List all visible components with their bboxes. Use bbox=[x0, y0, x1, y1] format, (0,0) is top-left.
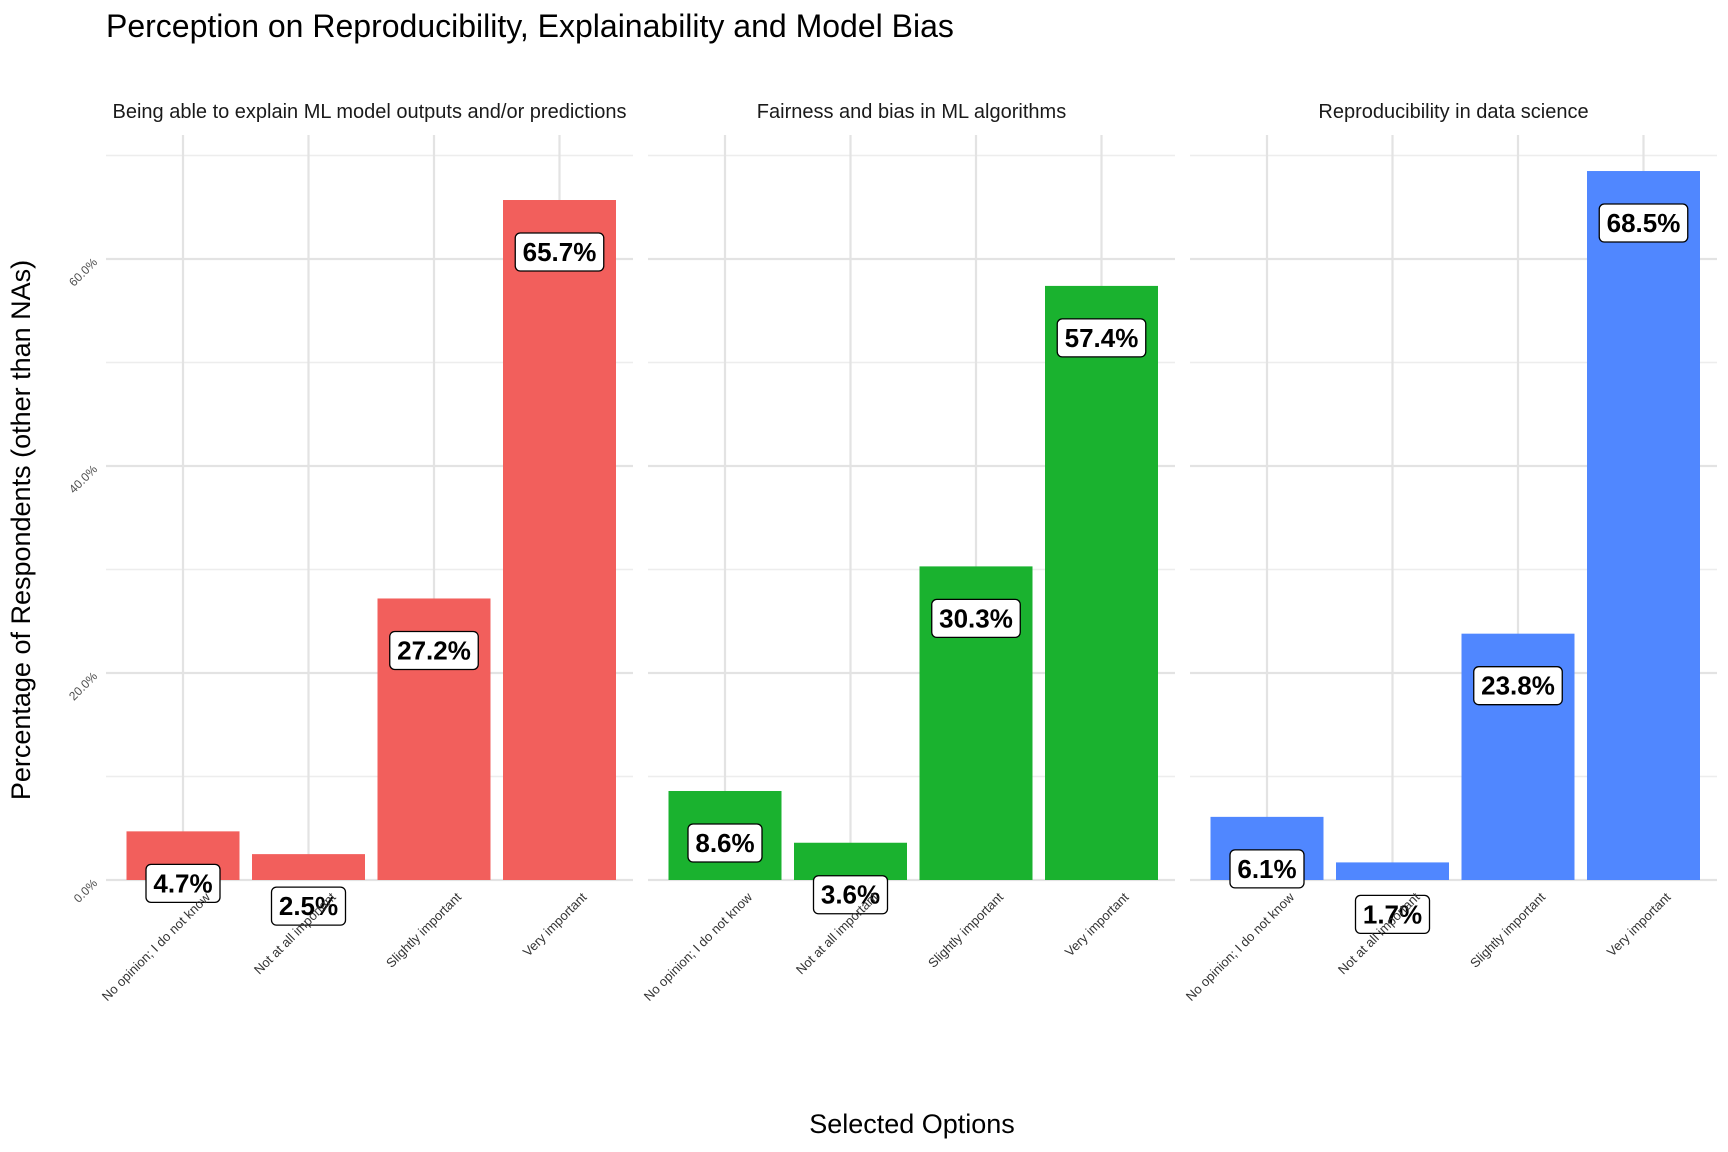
facet-1-bar-not-at-all-important bbox=[252, 854, 365, 880]
facet-1-data-label: 4.7% bbox=[153, 868, 212, 898]
facet-1-x-tick-label: Slightly important bbox=[383, 889, 464, 970]
facet-2-title: Fairness and bias in ML algorithms bbox=[757, 101, 1066, 123]
facet-3-data-label: 6.1% bbox=[1237, 854, 1296, 884]
bars-layer bbox=[126, 171, 1700, 880]
facet-2-x-tick-label: Slightly important bbox=[925, 889, 1006, 970]
facet-3-title: Reproducibility in data science bbox=[1318, 101, 1588, 123]
facet-1-data-label-box bbox=[389, 630, 479, 671]
facet-1-data-label: 2.5% bbox=[279, 891, 338, 921]
facet-2-data-label-box bbox=[931, 598, 1021, 639]
facet-3-data-label: 23.8% bbox=[1481, 671, 1555, 701]
facet-3-x-tick-label: No opinion; I do not know bbox=[1183, 889, 1298, 1004]
facet-2-data-label-box bbox=[1056, 318, 1147, 358]
x-axis-label: Selected Options bbox=[809, 1109, 1015, 1139]
y-tick-label: 20.0% bbox=[66, 669, 100, 703]
facet-1-data-label: 65.7% bbox=[523, 237, 597, 267]
facet-2-data-label: 3.6% bbox=[821, 880, 880, 910]
facet-3-data-label: 1.7% bbox=[1363, 899, 1422, 929]
facet-3-data-label-box bbox=[1354, 894, 1431, 935]
facet-1-data-label-box bbox=[514, 232, 605, 272]
facet-1-title: Being able to explain ML model outputs a… bbox=[112, 101, 626, 123]
facet-2-bar-not-at-all-important bbox=[794, 842, 907, 880]
facet-2-data-label: 57.4% bbox=[1065, 323, 1139, 353]
facet-2-x-tick-label: No opinion; I do not know bbox=[641, 889, 756, 1004]
data-labels-layer: 4.7% 2.5% 27.2% 65.7% 8.6% 3.6% 30.3% 57.4% 6.1%… bbox=[145, 203, 1689, 935]
facet-3-bar-not-at-all-important bbox=[1336, 862, 1449, 880]
facet-1-data-label-box bbox=[145, 863, 221, 904]
facet-1-bar-very-important bbox=[503, 200, 616, 880]
facet-1-title-group: Being able to explain ML model outputs a… bbox=[112, 101, 626, 123]
facet-2-x-tick-label: Very important bbox=[1062, 889, 1132, 959]
facet-3-data-label-box bbox=[1473, 666, 1563, 706]
facet-2-title-group: Fairness and bias in ML algorithms bbox=[757, 101, 1066, 123]
facet-3-data-label-box bbox=[1229, 849, 1305, 889]
facet-titles-layer: Being able to explain ML model outputs a… bbox=[112, 101, 1588, 123]
facet-3-data-label: 68.5% bbox=[1607, 208, 1681, 238]
y-tick-label: 0.0% bbox=[71, 876, 100, 905]
facet-2-data-label: 30.3% bbox=[939, 603, 1013, 633]
facet-1-x-tick-label: No opinion; I do not know bbox=[99, 889, 214, 1004]
facet-3-data-label-box bbox=[1598, 203, 1689, 243]
facet-3-x-tick-label: Slightly important bbox=[1467, 889, 1548, 970]
facet-1-x-tick-label: Very important bbox=[520, 889, 590, 959]
facet-3-bar-very-important bbox=[1587, 171, 1700, 880]
facet-2-data-label-box bbox=[687, 823, 763, 863]
facet-3-title-group: Reproducibility in data science bbox=[1318, 101, 1588, 123]
facet-1-data-label-box bbox=[270, 886, 347, 926]
facet-2-bar-very-important bbox=[1045, 285, 1158, 880]
chart-title: Perception on Reproducibility, Explainab… bbox=[106, 8, 954, 44]
facet-3-x-tick-label: Very important bbox=[1604, 889, 1674, 959]
facet-1-data-label: 27.2% bbox=[397, 635, 471, 665]
facet-2-data-label-box bbox=[812, 875, 889, 915]
y-axis-label: Percentage of Respondents (other than NA… bbox=[6, 260, 36, 800]
y-tick-label: 40.0% bbox=[66, 462, 100, 496]
y-tick-label: 60.0% bbox=[66, 255, 100, 289]
facet-2-data-label: 8.6% bbox=[695, 828, 754, 858]
